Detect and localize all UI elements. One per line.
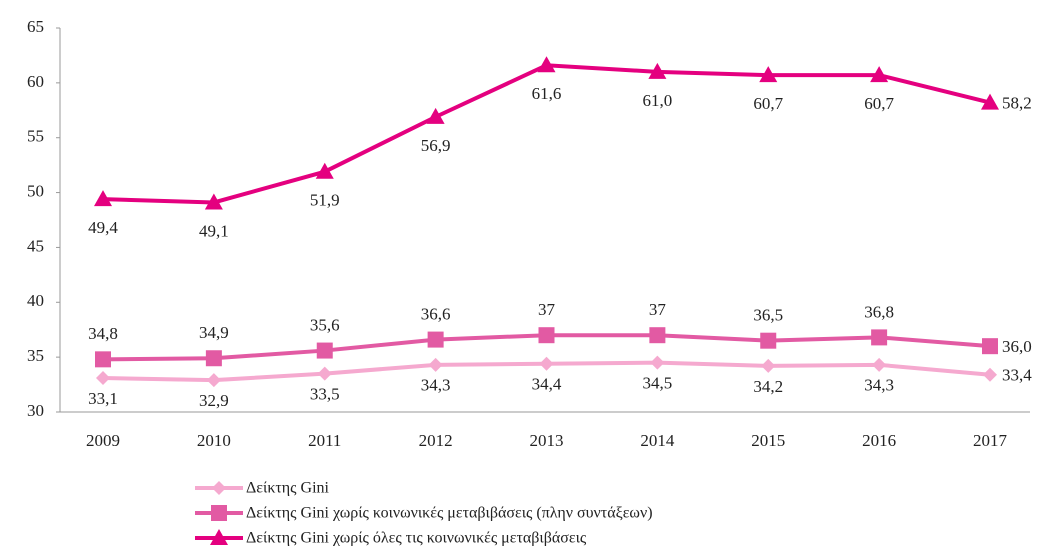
y-tick-label: 50 bbox=[27, 181, 44, 200]
marker bbox=[650, 355, 665, 370]
marker bbox=[870, 66, 889, 83]
marker bbox=[206, 373, 221, 388]
marker bbox=[981, 93, 999, 110]
data-label: 34,8 bbox=[88, 324, 118, 343]
data-label: 34,4 bbox=[532, 375, 562, 394]
data-label: 33,4 bbox=[1002, 366, 1032, 385]
marker bbox=[427, 331, 444, 348]
marker bbox=[649, 327, 666, 344]
x-tick-label: 2009 bbox=[86, 431, 120, 450]
marker bbox=[95, 351, 111, 368]
marker bbox=[316, 342, 333, 359]
marker bbox=[761, 358, 776, 373]
data-label: 60,7 bbox=[864, 94, 894, 113]
marker bbox=[212, 481, 226, 495]
y-tick-label: 45 bbox=[27, 236, 44, 255]
data-label: 60,7 bbox=[753, 94, 783, 113]
x-tick-label: 2015 bbox=[751, 431, 785, 450]
marker bbox=[205, 350, 222, 367]
data-label: 36,8 bbox=[864, 302, 894, 321]
data-label: 36,6 bbox=[421, 304, 451, 323]
data-label: 36,0 bbox=[1002, 337, 1032, 356]
data-label: 51,9 bbox=[310, 191, 340, 210]
marker bbox=[648, 62, 667, 79]
x-tick-label: 2012 bbox=[419, 431, 453, 450]
marker bbox=[428, 357, 443, 372]
y-tick-label: 35 bbox=[27, 346, 44, 365]
data-label: 49,4 bbox=[88, 218, 118, 237]
data-label: 37 bbox=[649, 300, 667, 319]
marker bbox=[871, 329, 888, 346]
data-label: 34,3 bbox=[864, 376, 894, 395]
marker bbox=[426, 107, 445, 124]
marker bbox=[537, 56, 556, 73]
x-tick-label: 2013 bbox=[530, 431, 564, 450]
marker bbox=[538, 327, 555, 344]
data-label: 58,2 bbox=[1002, 94, 1032, 113]
x-tick-label: 2017 bbox=[973, 431, 1008, 450]
legend-label: Δείκτης Gini bbox=[246, 480, 330, 497]
marker bbox=[211, 505, 227, 521]
x-tick-label: 2011 bbox=[308, 431, 341, 450]
data-label: 61,6 bbox=[532, 84, 562, 103]
data-label: 35,6 bbox=[310, 315, 340, 334]
marker bbox=[983, 367, 997, 382]
marker bbox=[982, 338, 998, 355]
data-label: 56,9 bbox=[421, 136, 451, 155]
data-label: 33,5 bbox=[310, 385, 340, 404]
x-tick-label: 2016 bbox=[862, 431, 896, 450]
data-label: 33,1 bbox=[88, 389, 118, 408]
x-tick-label: 2014 bbox=[640, 431, 675, 450]
marker bbox=[317, 366, 332, 381]
y-tick-label: 60 bbox=[27, 72, 44, 91]
marker bbox=[539, 356, 554, 371]
marker bbox=[210, 529, 228, 545]
legend-label: Δείκτης Gini χωρίς κοινωνικές μεταβιβάσε… bbox=[246, 505, 653, 522]
marker bbox=[872, 357, 887, 372]
data-label: 37 bbox=[538, 300, 556, 319]
data-label: 34,9 bbox=[199, 323, 229, 342]
y-tick-label: 30 bbox=[27, 401, 44, 420]
data-label: 34,2 bbox=[753, 377, 783, 396]
y-tick-label: 65 bbox=[27, 17, 44, 36]
data-label: 49,1 bbox=[199, 221, 229, 240]
legend-label: Δείκτης Gini χωρίς όλες τις κοινωνικές μ… bbox=[246, 530, 587, 547]
data-label: 61,0 bbox=[643, 91, 673, 110]
x-tick-label: 2010 bbox=[197, 431, 231, 450]
data-label: 36,5 bbox=[753, 306, 783, 325]
data-label: 32,9 bbox=[199, 391, 229, 410]
y-tick-label: 55 bbox=[27, 127, 44, 146]
marker bbox=[94, 190, 112, 207]
y-tick-label: 40 bbox=[27, 291, 44, 310]
marker bbox=[760, 332, 777, 349]
data-label: 34,3 bbox=[421, 376, 451, 395]
data-label: 34,5 bbox=[643, 374, 673, 393]
marker bbox=[204, 193, 223, 210]
marker bbox=[96, 370, 110, 385]
marker bbox=[315, 162, 334, 179]
marker bbox=[759, 66, 778, 83]
